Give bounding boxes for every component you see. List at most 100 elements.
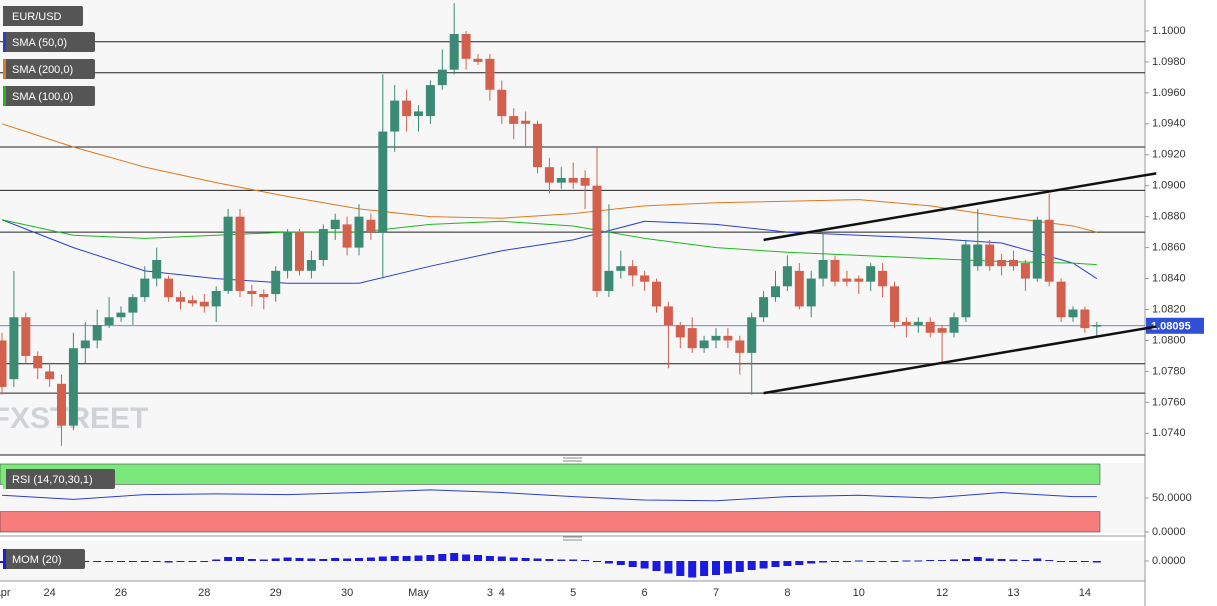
mom-bar [664,561,673,574]
mom-bar [819,561,828,563]
mom-bar [795,561,804,565]
mom-bar [593,561,601,562]
y-tick-label: 50.0000 [1152,492,1192,504]
mom-bar [117,561,125,562]
mom-bar [378,556,387,561]
x-tick-label: 12 [936,587,948,599]
oversold-band [0,511,1101,533]
legend-box [3,6,83,26]
mom-bar [426,555,435,561]
mom-bar [450,553,459,561]
candle-body [1032,219,1042,279]
mom-bar [1069,561,1077,562]
candle-body [604,270,614,291]
mom-bar [581,560,590,561]
mom-bar [283,557,292,561]
candle-body [104,317,114,325]
mom-bar [759,561,768,569]
candle-body [747,317,757,353]
y-tick-label: 0.0000 [1152,555,1186,567]
mom-bar [128,561,137,562]
candle-body [128,297,138,313]
x-tick-label: 5 [570,587,576,599]
candle-body [318,229,328,260]
mom-bar [497,556,506,561]
candle-body [699,340,709,349]
legend-swatch [3,469,6,489]
mom-bar [247,559,256,561]
mom-bar [807,561,816,564]
mom-bar [688,561,697,578]
candle-body [164,278,174,298]
candle-body [45,371,55,380]
candle-body [961,244,971,318]
mom-bar [390,556,399,561]
mom-bar [81,561,90,562]
candle-body [187,300,197,304]
candle-body [771,286,780,298]
mom-bar [462,554,471,561]
candle-body [866,266,876,282]
mom-bar [236,557,244,561]
mom-bar [509,557,518,561]
trendline [763,172,1157,242]
candle-body [1009,260,1018,267]
mom-bar [557,559,566,561]
mom-bar [890,561,899,562]
candle-body [223,216,233,291]
candle-body [937,328,947,333]
candle-body [913,321,923,325]
candle-body [890,286,899,322]
mom-bar [902,560,911,562]
candle-body [414,111,423,117]
mom-bar [640,561,649,569]
mom-bar [140,561,149,562]
candle-body [140,278,150,298]
candle-body [259,294,269,298]
candle-body [449,34,459,70]
legend-label: MOM (20) [12,554,62,566]
candle-body [854,278,864,282]
candle-body [556,177,566,183]
candle-body [235,216,245,291]
mom-bar [985,558,994,561]
candle-body [663,306,673,325]
mom-bar [700,561,709,576]
candle-body [1020,263,1030,279]
x-tick-label: 13 [1007,587,1019,599]
mom-bar [783,561,792,566]
candle-body [199,301,209,307]
candle-body [306,260,316,271]
candle-body [759,297,769,318]
mom-bar [105,561,114,562]
mom-bar [188,561,197,562]
mom-bar [485,556,494,561]
legend-box [3,59,95,79]
mom-bar [676,561,685,576]
mom-bar [997,559,1006,561]
candle-body [402,100,412,117]
candle-body [80,340,90,349]
mom-bar [712,561,720,575]
candle-body [1092,325,1102,327]
main-panel [0,0,1145,455]
legend-swatch [3,86,6,106]
candle-body [711,335,721,341]
candle-body [9,317,19,380]
legend-box [3,549,85,569]
candle-body [675,325,685,338]
mom-bar [271,558,280,561]
y-tick-label: 1.0780 [1152,365,1186,377]
candle-body [735,340,745,353]
candle-body [1080,309,1090,329]
candle-body [592,185,602,291]
candle-body [628,266,638,276]
x-tick-label: 4 [499,587,505,599]
x-tick-label: 29 [270,587,282,599]
mom-bar [1057,561,1066,562]
mom-bar [533,558,542,561]
candle-body [33,355,43,369]
mom-bar [200,561,209,562]
candle-body [283,232,293,271]
legend-swatch [3,59,6,79]
